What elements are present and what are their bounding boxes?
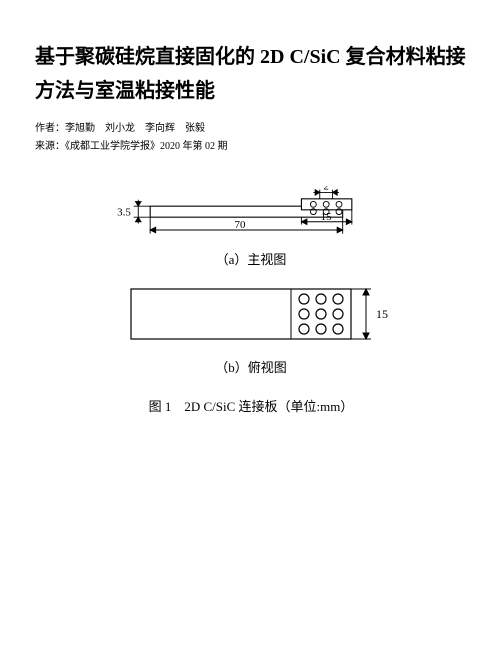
figure-caption: 图 1 2D C/SiC 连接板（单位:mm） [149,396,354,415]
subcaption-b: （b）俯视图 [215,357,287,376]
dim-15a: 15 [321,211,333,223]
authors-label: 作者： [35,123,65,134]
dim-2: 2 [323,186,329,193]
front-view-diagram: 3.5 70 15 2 [101,186,401,241]
subcaption-a: （a）主视图 [216,249,287,268]
authors-value: 李旭勤 刘小龙 李向辉 张毅 [65,123,205,134]
dim-3-5: 3.5 [117,206,131,218]
source-value: 《成都工业学院学报》2020 年第 02 期 [65,141,228,152]
dim-15b: 15 [376,307,388,321]
authors-line: 作者：李旭勤 刘小龙 李向辉 张毅 [35,120,467,138]
top-view-diagram: 15 [101,284,401,349]
dim-70: 70 [235,219,247,231]
source-label: 来源： [35,141,65,152]
paper-title: 基于聚碳硅烷直接固化的 2D C/SiC 复合材料粘接方法与室温粘接性能 [35,40,467,108]
figure-1: 3.5 70 15 2 （a）主视图 [35,186,467,415]
source-line: 来源：《成都工业学院学报》2020 年第 02 期 [35,138,467,156]
